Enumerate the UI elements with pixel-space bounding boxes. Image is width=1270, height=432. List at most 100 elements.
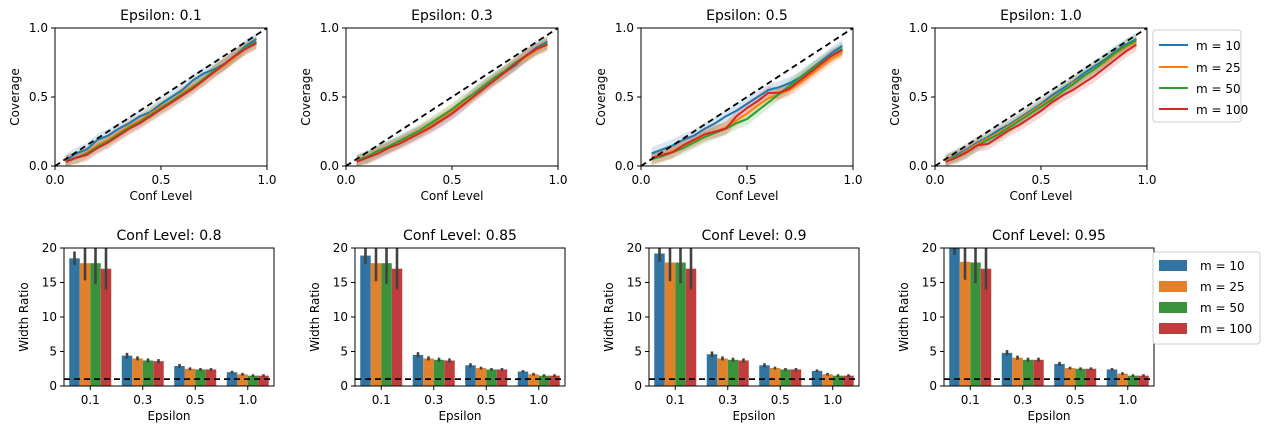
- legend-label-m10: m = 10: [1200, 259, 1245, 273]
- bar-m25-eps-1.0: [237, 374, 248, 386]
- x-tick-label: 0.0: [631, 173, 650, 187]
- confidence-band-m100: [356, 38, 548, 166]
- bar-m100-eps-0.5: [496, 369, 508, 386]
- y-tick-label: 0.0: [320, 159, 339, 173]
- bar-m50-eps-0.3: [142, 360, 154, 386]
- y-axis-label: Width Ratio: [17, 282, 31, 352]
- chart-title: Conf Level: 0.8: [117, 228, 222, 244]
- bar-m10-eps-0.1: [360, 255, 371, 386]
- bar-m10-eps-0.3: [706, 354, 718, 386]
- legend-swatch-m100: [1159, 323, 1187, 334]
- bar-m50-eps-0.5: [195, 369, 206, 386]
- confidence-band-m50: [651, 42, 843, 166]
- x-axis-label: Conf Level: [420, 189, 483, 203]
- legend-label-m50: m = 50: [1196, 82, 1241, 96]
- y-tick-label: 1.0: [320, 21, 339, 35]
- x-tick-label: 0.1: [666, 393, 685, 407]
- legend-swatch-m10: [1159, 260, 1187, 271]
- bar-m100-eps-0.1: [685, 268, 697, 386]
- bar-m10-eps-0.5: [759, 365, 770, 386]
- legend-label-m25: m = 25: [1196, 61, 1241, 75]
- x-axis-label: Conf Level: [1009, 189, 1072, 203]
- y-axis-label: Coverage: [299, 68, 313, 126]
- y-axis-label: Width Ratio: [897, 282, 911, 352]
- bar-m25-eps-0.5: [475, 368, 487, 386]
- y-tick-label: 0.0: [615, 159, 634, 173]
- y-tick-label: 20: [333, 241, 348, 255]
- confidence-band-m25: [65, 36, 257, 166]
- y-tick-label: 15: [42, 276, 57, 290]
- y-axis-label: Width Ratio: [308, 282, 322, 352]
- y-tick-label: 5: [49, 345, 57, 359]
- y-tick-label: 15: [627, 276, 642, 290]
- chart-title: Conf Level: 0.85: [403, 228, 517, 244]
- x-tick-label: 0.5: [737, 173, 756, 187]
- y-tick-label: 10: [627, 310, 642, 324]
- bar-m10-eps-1.0: [517, 371, 529, 386]
- legend-label-m100: m = 100: [1200, 322, 1252, 336]
- confidence-band-m50: [65, 35, 257, 167]
- x-axis-label: Conf Level: [129, 189, 192, 203]
- y-tick-label: 10: [922, 310, 937, 324]
- bar-m50-eps-0.3: [727, 359, 739, 386]
- bar-m10-eps-0.1: [949, 248, 960, 386]
- bar-m10-eps-0.5: [1054, 363, 1065, 386]
- bar-m10-eps-0.3: [121, 355, 133, 386]
- width-ratio-chart-4: 0.1 0.3 0.5 1.0 0 5 10 15 20 Conf Level: 0.95 Epsi…: [897, 228, 1155, 423]
- bar-m50-eps-0.3: [433, 359, 445, 386]
- x-tick-label: 0.5: [477, 393, 496, 407]
- y-tick-label: 0: [929, 379, 937, 393]
- bar-m50-eps-0.5: [1075, 368, 1086, 386]
- bar-m25-eps-1.0: [1117, 373, 1128, 386]
- bar-m100-eps-0.5: [1085, 368, 1097, 386]
- x-tick-label: 0.3: [718, 393, 737, 407]
- x-tick-label: 1.0: [529, 393, 548, 407]
- bar-m50-eps-1.0: [832, 375, 844, 386]
- y-tick-label: 0: [634, 379, 642, 393]
- legend-bars: m = 10 m = 25 m = 50 m = 100: [1152, 251, 1261, 345]
- y-axis-label: Coverage: [8, 68, 22, 126]
- y-tick-label: 0.5: [909, 90, 928, 104]
- chart-title: Epsilon: 0.5: [706, 8, 788, 24]
- y-axis-label: Coverage: [888, 68, 902, 126]
- y-tick-label: 15: [333, 276, 348, 290]
- width-ratio-chart-2: 0.1 0.3 0.5 1.0 0 5 10 15 20 Conf Level: 0.85 Epsi…: [308, 228, 566, 423]
- x-tick-label: 0.3: [424, 393, 443, 407]
- x-tick-label: 0.1: [961, 393, 980, 407]
- bar-m25-eps-0.3: [1012, 357, 1023, 386]
- bar-m25-eps-0.1: [664, 262, 676, 386]
- ideal-coverage-line: [54, 27, 268, 167]
- series-line-m25: [945, 40, 1137, 162]
- x-tick-label: 0.5: [1066, 393, 1085, 407]
- y-tick-label: 5: [634, 345, 642, 359]
- series-line-m10: [945, 38, 1137, 162]
- bar-m100-eps-0.5: [790, 369, 802, 386]
- bar-m50-eps-1.0: [1127, 375, 1139, 386]
- bar-m100-eps-0.3: [153, 361, 164, 386]
- x-tick-label: 0.5: [151, 173, 170, 187]
- x-tick-label: 1.0: [257, 173, 276, 187]
- legend-swatch-m25: [1159, 281, 1187, 292]
- bar-m10-eps-0.5: [465, 365, 476, 386]
- x-axis-label: Epsilon: [438, 409, 481, 423]
- chart-title: Epsilon: 1.0: [1000, 8, 1082, 24]
- x-tick-label: 1.0: [843, 173, 862, 187]
- confidence-band-m50: [356, 36, 548, 166]
- bar-m25-eps-0.1: [370, 263, 382, 386]
- bar-m50-eps-0.1: [970, 262, 981, 386]
- x-tick-label: 1.0: [823, 393, 842, 407]
- x-axis-label: Conf Level: [715, 189, 778, 203]
- bar-m25-eps-0.3: [717, 358, 728, 386]
- y-tick-label: 0.0: [29, 159, 48, 173]
- width-ratio-chart-1: 0.1 0.3 0.5 1.0 0 5 10 15 20 Conf Level: 0.8 Epsil…: [17, 228, 275, 423]
- y-tick-label: 20: [922, 241, 937, 255]
- y-tick-label: 10: [333, 310, 348, 324]
- bar-m100-eps-0.3: [738, 360, 749, 386]
- x-axis-label: Epsilon: [1027, 409, 1070, 423]
- bar-m100-eps-0.3: [1033, 359, 1044, 386]
- x-tick-label: 0.0: [336, 173, 355, 187]
- bar-m25-eps-1.0: [528, 374, 539, 386]
- x-tick-label: 1.0: [1137, 173, 1156, 187]
- x-axis-label: Epsilon: [732, 409, 775, 423]
